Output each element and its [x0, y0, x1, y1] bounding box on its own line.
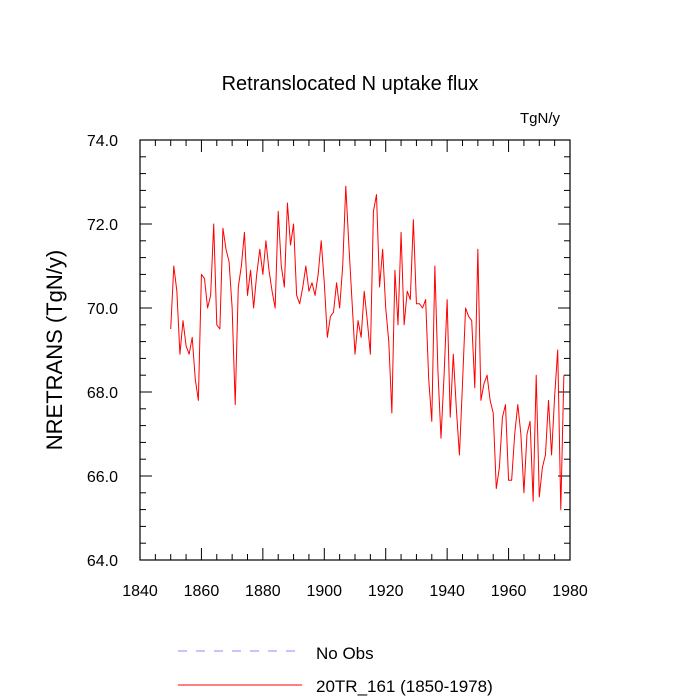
axis-ticks: 1840 1860 1880 1900 1920 1940 1960 1980 64.0 66.0…	[87, 133, 588, 600]
legend-label-no-obs: No Obs	[316, 644, 374, 663]
legend: No Obs 20TR_161 (1850-1978)	[178, 644, 493, 696]
x-tick-label: 1840	[122, 583, 158, 600]
plot-frame	[139, 139, 571, 561]
y-tick-label: 68.0	[87, 385, 118, 402]
y-axis-label: NRETRANS (TgN/y)	[42, 250, 67, 450]
x-tick-label: 1900	[306, 583, 342, 600]
x-tick-label: 1980	[552, 583, 588, 600]
x-tick-label: 1960	[491, 583, 527, 600]
y-tick-label: 64.0	[87, 553, 118, 570]
units-label: TgN/y	[520, 110, 561, 127]
x-tick-label: 1860	[184, 583, 220, 600]
y-tick-label: 70.0	[87, 301, 118, 318]
x-tick-label: 1940	[429, 583, 465, 600]
x-tick-label: 1880	[245, 583, 281, 600]
y-tick-label: 74.0	[87, 133, 118, 150]
y-tick-label: 72.0	[87, 217, 118, 234]
series-layer	[170, 185, 565, 511]
x-tick-label: 1920	[368, 583, 404, 600]
chart-title: Retranslocated N uptake flux	[222, 73, 479, 95]
series-line-20tr-161	[170, 185, 565, 511]
y-tick-label: 66.0	[87, 469, 118, 486]
legend-label-20tr-161: 20TR_161 (1850-1978)	[316, 677, 493, 696]
